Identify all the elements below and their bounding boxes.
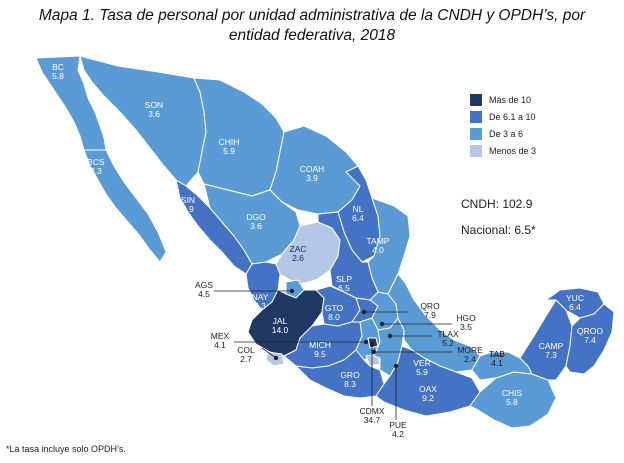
- state-guerrero: [295, 349, 385, 399]
- legend-swatch: [470, 127, 482, 140]
- state-nuevo-leon: [337, 165, 381, 263]
- state-quintana-roo: [565, 303, 615, 375]
- dot-qro: [361, 309, 367, 315]
- totals-box: CNDH: 102.9 Nacional: 6.5*: [461, 191, 536, 243]
- label-bc: BC 5.8: [52, 62, 64, 81]
- title-line-2: entidad federativa, 2018: [228, 27, 396, 44]
- dot-cdmx: [369, 341, 375, 347]
- label-ags: AGS 4.5: [195, 280, 213, 299]
- label-tab: TAB 4.1: [489, 349, 505, 368]
- legend-label: De 3 a 6: [489, 128, 524, 139]
- label-zac: ZAC 2.6: [290, 244, 307, 263]
- legend-item-menos-de-3: Menos de 3: [470, 142, 536, 159]
- label-hgo: HGO 3.5: [456, 313, 476, 332]
- label-qro: QRO 7.9: [420, 301, 440, 320]
- label-bcs: BCS 3.3: [87, 157, 105, 176]
- label-more: MORE 2.4: [457, 345, 483, 364]
- label-sin: SIN 9.9: [181, 195, 195, 214]
- label-col: COL 2.7: [237, 345, 255, 364]
- label-gro: GRO 8.3: [340, 370, 360, 389]
- map-legend: Más de 10 De 6.1 a 10 De 3 a 6 Menos de …: [470, 91, 536, 159]
- dot-hgo: [379, 321, 385, 327]
- label-tamp: TAMP 4.0: [367, 236, 390, 255]
- label-qroo: QROO 7.4: [577, 326, 603, 345]
- label-yuc: YUC 6.4: [566, 293, 584, 312]
- dot-col: [273, 355, 279, 361]
- dot-pue: [393, 363, 399, 369]
- legend-swatch: [470, 110, 482, 123]
- dot-mex: [363, 339, 369, 345]
- label-chih: CHIH 5.9: [219, 137, 240, 156]
- map-title: Mapa 1. Tasa de personal por unidad admi…: [0, 6, 624, 46]
- label-mich: MICH 9.5: [309, 340, 331, 359]
- label-chis: CHIS 5.8: [502, 388, 523, 407]
- legend-swatch: [470, 93, 482, 106]
- state-bcs: [83, 149, 167, 263]
- legend-label: Más de 10: [489, 94, 532, 105]
- legend-item-de-6-1-a-10: De 6.1 a 10: [470, 108, 536, 125]
- label-dgo: DGO 3.6: [246, 212, 266, 231]
- label-mex: MEX 4.1: [211, 331, 230, 350]
- label-coah: COAH 3.9: [300, 164, 325, 183]
- legend-swatch: [470, 144, 482, 157]
- label-ver: VER 5.9: [413, 358, 430, 377]
- label-oax: OAX 9.2: [419, 384, 437, 403]
- dot-ags: [289, 288, 295, 294]
- label-gto: GTO 8.0: [325, 303, 344, 322]
- leader-col: [261, 347, 277, 359]
- label-nl: NL 6.4: [352, 204, 364, 223]
- title-line-1: Mapa 1. Tasa de personal por unidad admi…: [38, 7, 586, 24]
- dot-tlax: [387, 333, 393, 339]
- legend-label: De 6.1 a 10: [489, 111, 536, 122]
- label-slp: SLP 6.5: [336, 274, 352, 293]
- footnote: *La tasa incluye solo OPDH’s.: [6, 444, 126, 454]
- label-camp: CAMP 7.3: [539, 341, 564, 360]
- nacional-total: Nacional: 6.5*: [461, 223, 536, 237]
- legend-item-mas-de-10: Más de 10: [470, 91, 536, 108]
- label-cdmx: CDMX 34.7: [359, 406, 384, 425]
- label-nay: NAY 5.3: [252, 292, 269, 311]
- label-tlax: TLAX 5.2: [437, 329, 459, 348]
- legend-label: Menos de 3: [489, 145, 537, 156]
- label-jal: JAL 14.0: [272, 316, 289, 335]
- dot-more: [371, 349, 377, 355]
- label-son: SON 3.6: [145, 100, 163, 119]
- legend-item-de-3-a-6: De 3 a 6: [470, 125, 536, 142]
- label-pue: PUE 4.2: [389, 420, 407, 439]
- cndh-total: CNDH: 102.9: [461, 197, 533, 211]
